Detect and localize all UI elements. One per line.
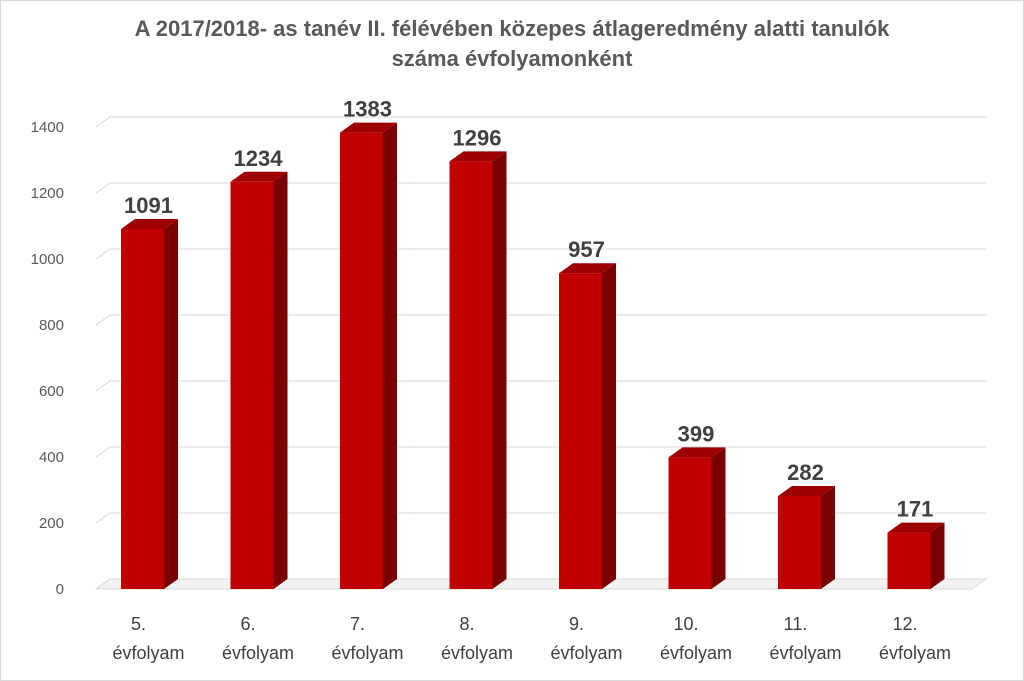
bar-top [230, 171, 288, 182]
y-axis-ticks: 0 200 400 600 800 1000 1200 1400 [31, 119, 64, 598]
gridlines [95, 116, 986, 590]
y-tick-label: 200 [39, 515, 64, 532]
data-label: 1296 [453, 125, 502, 150]
chart-title-line-2: száma évfolyamonként [391, 46, 633, 71]
category-label-number: 9. [569, 614, 584, 634]
y-tick-label: 1200 [31, 185, 64, 202]
bar-front [449, 161, 493, 589]
bar-1 [121, 218, 178, 589]
data-label: 282 [787, 460, 824, 485]
category-labels: 5. évfolyam 6. évfolyam 7. évfolyam 8. évfolyam… [112, 614, 951, 663]
bar-top [887, 522, 945, 533]
category-label-number: 8. [459, 614, 474, 634]
y-tick-label: 400 [39, 449, 64, 466]
bar-5 [559, 263, 616, 589]
y-tick-label: 1000 [31, 251, 64, 268]
bar-front [121, 228, 164, 589]
floor-plane [94, 578, 988, 590]
data-label: 957 [568, 237, 605, 262]
bar-top [449, 151, 507, 162]
category-label-text: évfolyam [112, 643, 184, 663]
bar-side [602, 263, 616, 589]
category-label-text: évfolyam [222, 643, 294, 663]
category-label-number: 5. [131, 614, 146, 634]
bar-4 [449, 151, 507, 589]
bar-front [340, 132, 383, 590]
bar-front [559, 273, 602, 589]
gridline [95, 248, 986, 260]
bar-front [668, 457, 712, 589]
category-label-number: 6. [240, 614, 255, 634]
category-label-text: évfolyam [441, 643, 513, 663]
bar-front [778, 495, 821, 589]
bar-side [273, 171, 288, 589]
bar-top [340, 122, 397, 133]
category-label-text: évfolyam [879, 643, 951, 663]
category-label-text: évfolyam [331, 643, 403, 663]
data-label: 399 [678, 421, 715, 446]
category-label-text: évfolyam [550, 643, 622, 663]
bar-top [559, 263, 616, 274]
bar-top [778, 485, 835, 496]
category-label-number: 11. [784, 614, 808, 634]
bar-top [668, 447, 726, 458]
data-label: 1234 [234, 146, 284, 171]
gridline [95, 512, 986, 524]
gridline [95, 314, 986, 326]
bar-2 [230, 171, 288, 589]
data-label: 1091 [124, 193, 173, 218]
bar-front [887, 532, 931, 589]
y-tick-label: 0 [56, 581, 64, 598]
bar-side [492, 151, 507, 589]
bar-top [121, 218, 178, 229]
category-label-number: 7. [350, 614, 365, 634]
category-label-text: évfolyam [769, 643, 841, 663]
gridline [95, 116, 986, 128]
bar-front [230, 181, 274, 589]
y-tick-label: 800 [39, 317, 64, 334]
data-label: 1383 [343, 97, 392, 122]
bar-8 [887, 522, 945, 589]
bar-side [164, 218, 178, 589]
category-label-number: 10. [673, 614, 698, 634]
chart-floor [94, 578, 988, 590]
data-label: 171 [897, 497, 934, 522]
bar-side [930, 522, 945, 589]
bar-side [711, 447, 726, 589]
bar-side [383, 122, 397, 590]
category-label-number: 12. [892, 614, 917, 634]
y-tick-label: 600 [39, 383, 64, 400]
bar-7 [778, 485, 835, 589]
bar-6 [668, 447, 726, 589]
gridline [95, 446, 986, 458]
bar-3 [340, 122, 397, 590]
chart-title: A 2017/2018- as tanév II. félévében köze… [0, 14, 1024, 74]
bars [121, 122, 945, 590]
bar-side [821, 485, 835, 589]
gridline [95, 380, 986, 392]
gridline [95, 182, 986, 194]
data-labels: 1091 1234 1383 1296 957 399 282 171 [124, 97, 933, 522]
chart-title-line-1: A 2017/2018- as tanév II. félévében köze… [134, 16, 890, 41]
category-label-text: évfolyam [660, 643, 732, 663]
y-tick-label: 1400 [31, 119, 64, 136]
